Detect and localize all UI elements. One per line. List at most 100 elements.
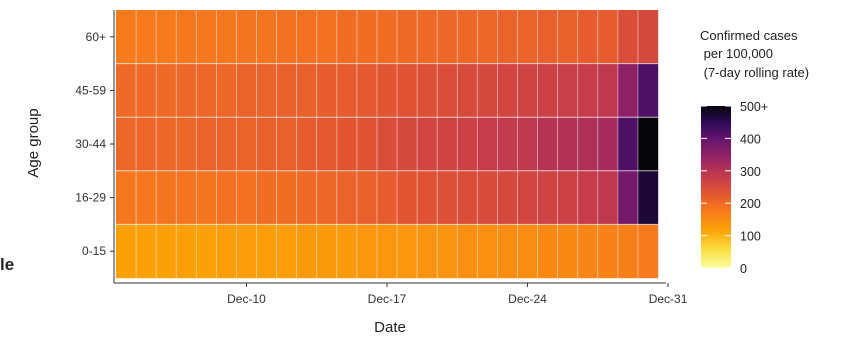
heatmap-cell (397, 224, 418, 279)
heatmap-cell (176, 117, 197, 171)
y-tick-label: 0-15 (82, 244, 106, 258)
heatmap-cell (557, 63, 578, 118)
heatmap-cell (296, 117, 317, 171)
y-axis-title: Age group (25, 108, 42, 177)
heatmap-cell (356, 10, 378, 64)
x-tick-label: Dec-17 (368, 292, 407, 306)
heatmap-cell (497, 224, 518, 279)
heatmap-cell (617, 63, 639, 118)
heatmap-cell (376, 170, 398, 225)
heatmap-cell (356, 63, 378, 118)
heatmap-cell (537, 117, 558, 171)
heatmap-cell (116, 117, 137, 171)
heatmap-cell (376, 10, 398, 64)
legend-title-line-1: Confirmed cases (700, 28, 798, 43)
heatmap-cell (537, 170, 558, 225)
heatmap-cell (176, 170, 197, 225)
heatmap-cell (216, 10, 237, 64)
x-tick-label: Dec-24 (508, 292, 547, 306)
heatmap-cell (397, 10, 418, 64)
heatmap-cell (437, 10, 458, 64)
y-tick-label: 16-29 (75, 191, 106, 205)
legend-label: 300 (740, 165, 761, 179)
heatmap-cell (196, 170, 217, 225)
heatmap-cell (517, 224, 538, 279)
heatmap-cell (196, 117, 217, 171)
heatmap-cell (457, 224, 478, 279)
heatmap-cell (537, 10, 558, 64)
heatmap-cell (336, 117, 358, 171)
heatmap-cell (457, 63, 478, 118)
heatmap-cell (517, 63, 538, 118)
heatmap-cell (136, 117, 157, 171)
heatmap-cell (437, 170, 458, 225)
heatmap-cell (417, 224, 438, 279)
heatmap-cell (397, 170, 418, 225)
heatmap-cell (356, 170, 378, 225)
legend-label: 200 (740, 197, 761, 211)
heatmap-cell (296, 224, 317, 279)
heatmap-cell (376, 117, 398, 171)
heatmap-cell (176, 224, 197, 279)
heatmap-cell (477, 10, 498, 64)
legend-label: 500+ (740, 100, 768, 114)
heatmap-cell (637, 10, 659, 64)
legend-colorbar (701, 106, 731, 268)
heatmap-cell (376, 63, 398, 118)
heatmap-cell (557, 10, 578, 64)
heatmap-cell (256, 224, 277, 279)
heatmap-cell (557, 117, 578, 171)
legend-label: 100 (740, 230, 761, 244)
heatmap-cell (296, 170, 317, 225)
heatmap-cell (457, 170, 478, 225)
heatmap-cell (276, 63, 297, 118)
heatmap-cell (156, 63, 177, 118)
heatmap-cell (136, 170, 157, 225)
heatmap-cell (597, 117, 619, 171)
heatmap-cell (336, 224, 358, 279)
legend-title-line-3: (7-day rolling rate) (700, 65, 809, 80)
heatmap-cell (196, 63, 217, 118)
heatmap-cell (477, 117, 498, 171)
heatmap-cell (236, 170, 257, 225)
heatmap-cell (316, 170, 338, 225)
heatmap-cell (497, 117, 518, 171)
heatmap-cell (637, 63, 659, 118)
heatmap-cell (417, 170, 438, 225)
heatmap-cell (637, 170, 659, 225)
heatmap-cell (156, 224, 177, 279)
heatmap-cell (437, 63, 458, 118)
heatmap-cell (136, 63, 157, 118)
heatmap-cell (256, 170, 277, 225)
y-axis-ticks: 60+ 45-59 30-44 16-29 0-15 (75, 30, 114, 258)
heatmap-cell (116, 170, 137, 225)
heatmap-cell (497, 170, 518, 225)
heatmap-cell (156, 170, 177, 225)
heatmap-cell (236, 10, 257, 64)
heatmap-cell (597, 170, 619, 225)
stray-label: le (0, 255, 14, 274)
heatmap-cell (336, 63, 358, 118)
heatmap-cell (577, 224, 598, 279)
heatmap-cell (417, 63, 438, 118)
y-tick-label: 45-59 (75, 83, 106, 97)
heatmap-cell (637, 117, 659, 171)
heatmap-cell (417, 10, 438, 64)
heatmap-cell (617, 170, 639, 225)
y-tick-label: 30-44 (75, 137, 106, 151)
heatmap-cell (577, 117, 598, 171)
heatmap-cells (116, 10, 659, 279)
heatmap-cell (216, 170, 237, 225)
legend-title-line-2: per 100,000 (700, 46, 773, 61)
cell-gridlines (116, 10, 658, 278)
heatmap-cell (497, 63, 518, 118)
heatmap-cell (256, 10, 277, 64)
heatmap-cell (136, 224, 157, 279)
heatmap-cell (276, 224, 297, 279)
heatmap-cell (156, 10, 177, 64)
heatmap-cell (397, 117, 418, 171)
heatmap-cell (296, 10, 317, 64)
heatmap-cell (276, 117, 297, 171)
heatmap-cell (437, 117, 458, 171)
